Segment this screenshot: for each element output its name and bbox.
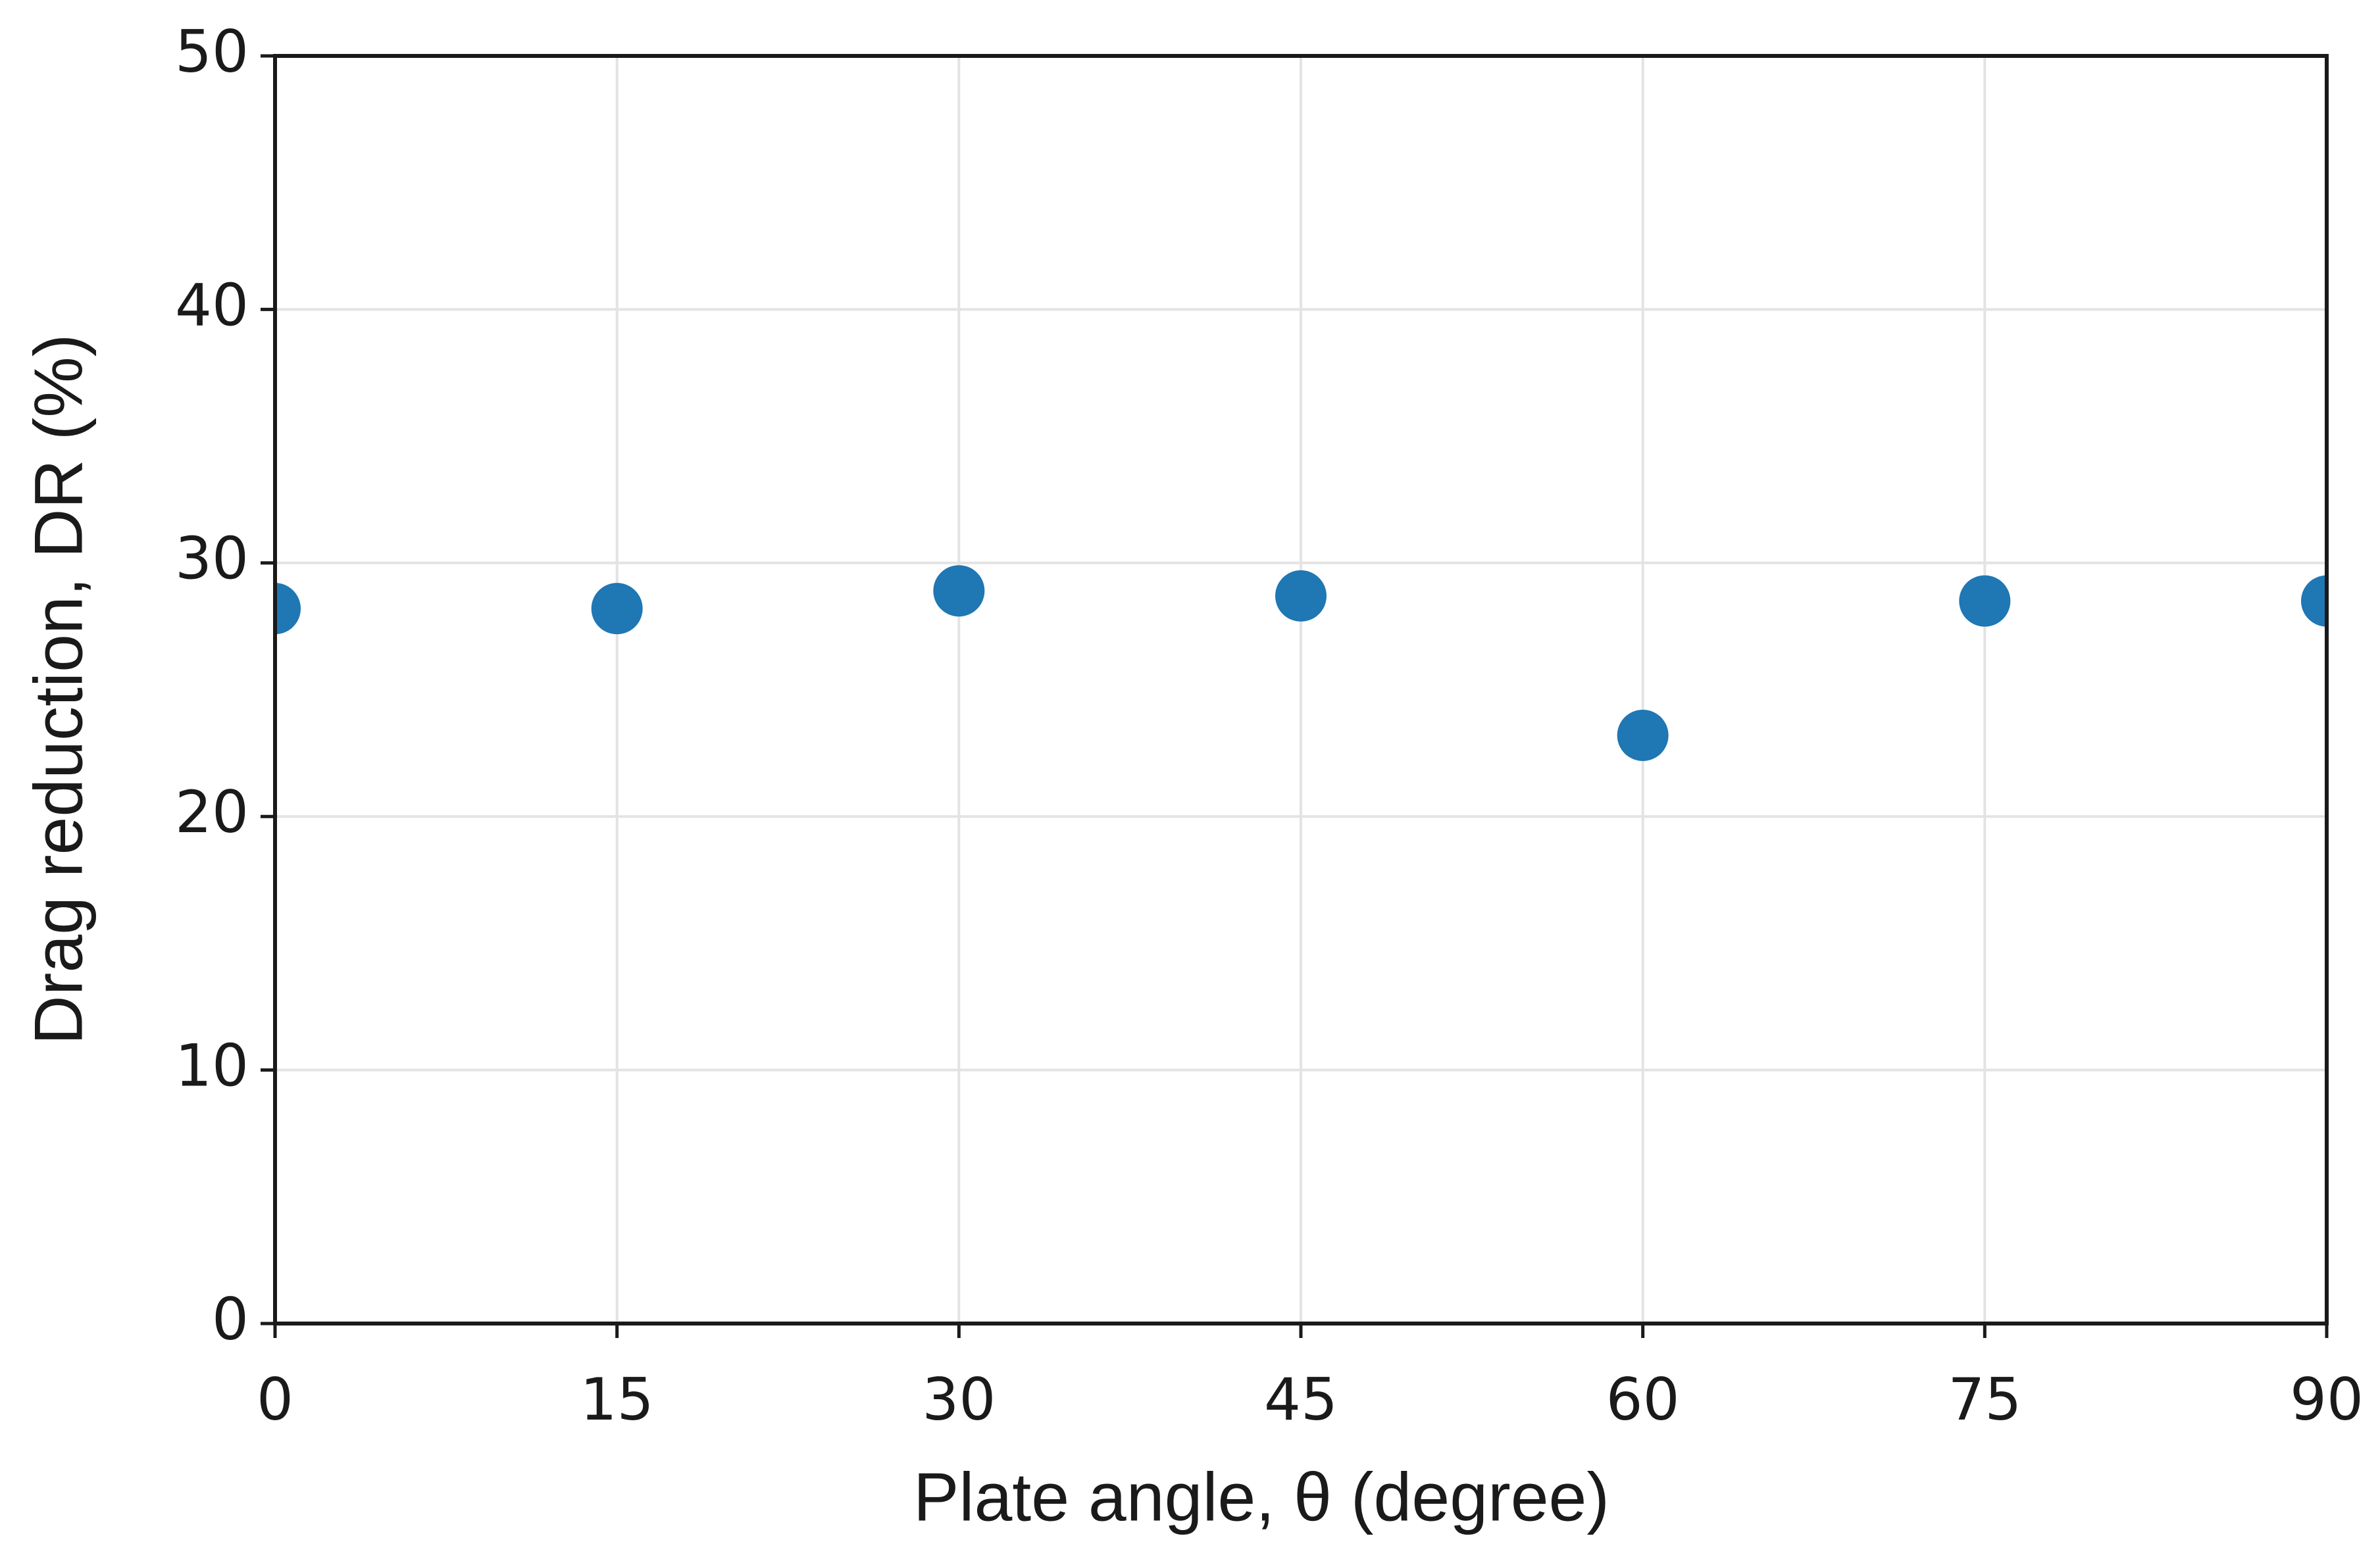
x-tick-label: 30 (922, 1366, 996, 1433)
x-tick-label: 75 (1948, 1366, 2021, 1433)
data-point (275, 583, 301, 635)
data-point (2301, 575, 2327, 627)
plot-area (275, 565, 2327, 761)
x-tick-label: 0 (257, 1366, 293, 1433)
plot-frame (273, 54, 2329, 1326)
data-point (591, 583, 643, 635)
x-tick-label: 90 (2290, 1366, 2364, 1433)
y-tick-label: 20 (175, 778, 249, 846)
y-axis-label: Drag reduction, DR (%) (20, 334, 97, 1045)
data-point (1959, 575, 2011, 627)
data-point (1617, 709, 1669, 761)
y-tick-label: 10 (175, 1032, 249, 1100)
x-tick-label: 15 (580, 1366, 654, 1433)
data-point (1275, 570, 1327, 622)
x-tick-label: 60 (1606, 1366, 1680, 1433)
x-axis-label: Plate angle, θ (degree) (913, 1459, 1609, 1535)
y-tick-label: 0 (212, 1285, 249, 1353)
y-tick-label: 40 (175, 271, 249, 339)
x-tick-label: 45 (1264, 1366, 1338, 1433)
y-tick-label: 50 (175, 18, 249, 86)
y-tick-label: 30 (175, 525, 249, 593)
data-point (933, 565, 985, 617)
